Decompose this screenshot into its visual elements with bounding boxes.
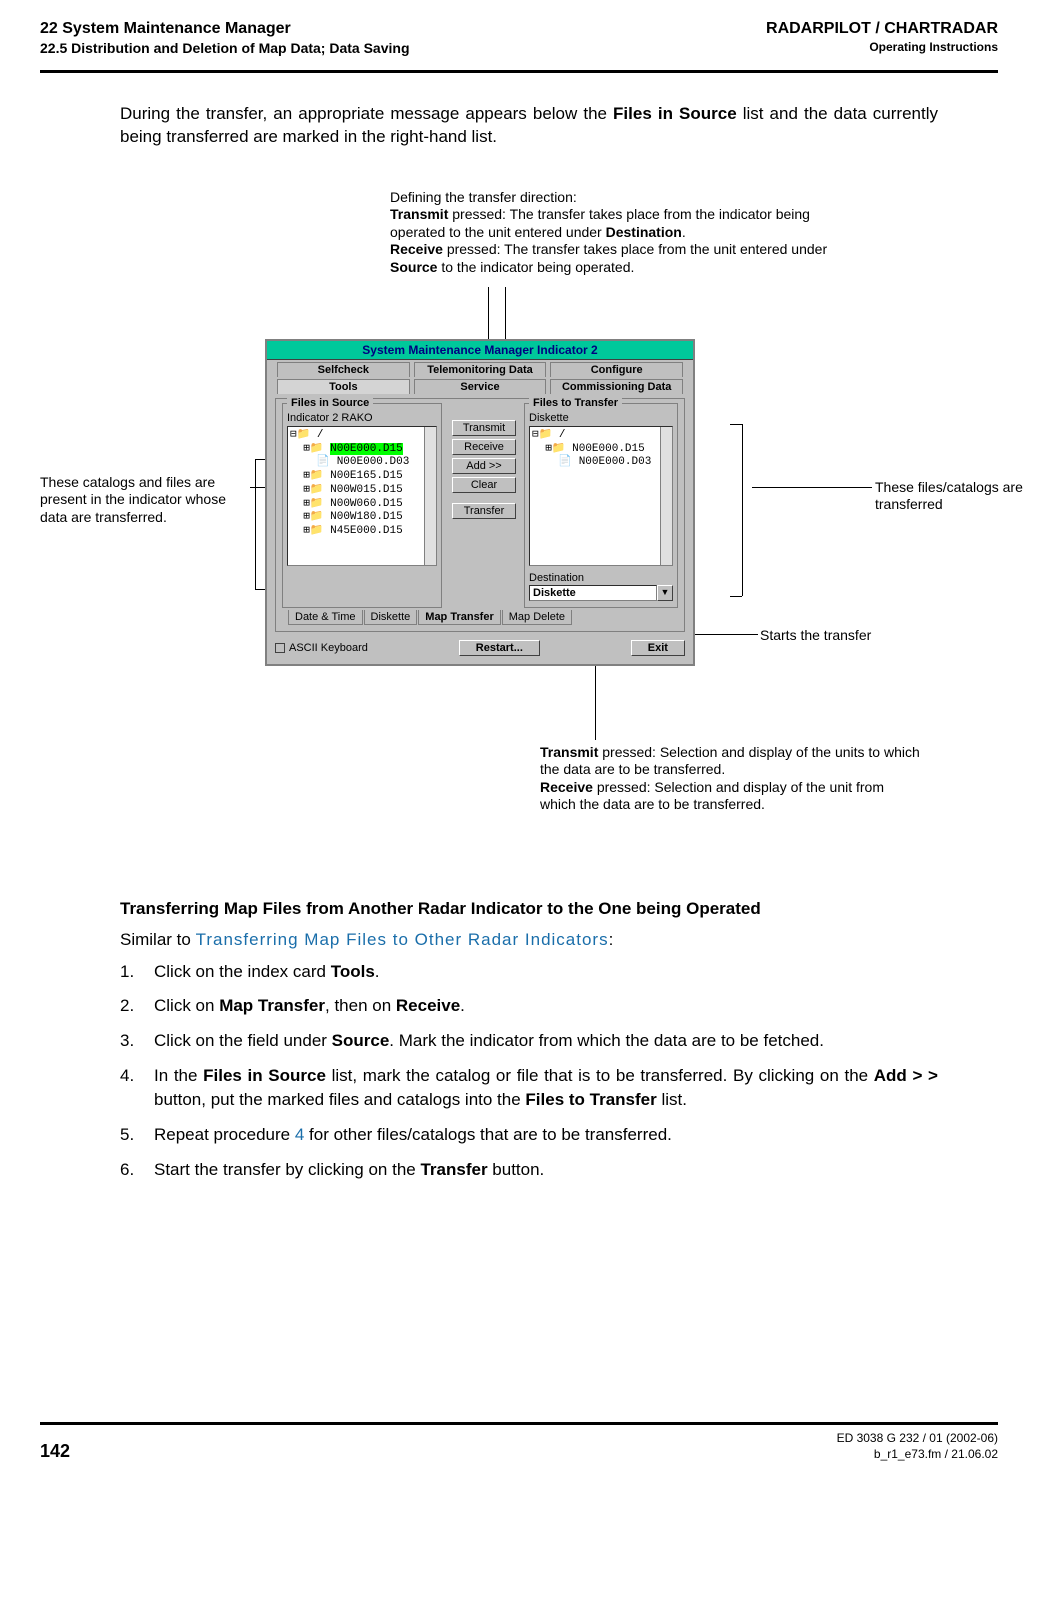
footer-doc-id: ED 3038 G 232 / 01 (2002-06) xyxy=(837,1431,998,1447)
destination-value: Diskette xyxy=(529,585,657,601)
tab-commissioning[interactable]: Commissioning Data xyxy=(550,379,683,394)
source-tree[interactable]: ⊟📁 / ⊞📁 N00E000.D15 📄 N00E000.D03 ⊞📁 N00… xyxy=(287,426,437,566)
section-heading: Transferring Map Files from Another Rada… xyxy=(120,899,938,919)
tree-item[interactable]: ⊞📁 N00E165.D15 xyxy=(290,470,434,484)
exit-button[interactable]: Exit xyxy=(631,640,685,656)
bottom-tab-diskette[interactable]: Diskette xyxy=(364,610,418,625)
tree-item[interactable]: 📄 N00E000.D03 xyxy=(532,456,670,470)
header-product: RADARPILOT / CHARTRADAR xyxy=(766,20,998,38)
tree-item[interactable]: ⊟📁 / xyxy=(290,429,434,443)
callout-right-transfer: Starts the transfer xyxy=(760,627,960,645)
add-button[interactable]: Add >> xyxy=(452,458,516,474)
footer-file: b_r1_e73.fm / 21.06.02 xyxy=(837,1447,998,1463)
header-doc-type: Operating Instructions xyxy=(766,40,998,54)
tab-selfcheck[interactable]: Selfcheck xyxy=(277,362,410,377)
files-in-source-group: Files in Source Indicator 2 RAKO ⊟📁 / ⊞📁… xyxy=(282,403,442,608)
restart-button[interactable]: Restart... xyxy=(459,640,540,656)
callout-bottom: Transmit pressed: Selection and display … xyxy=(540,744,920,814)
callout-top: Defining the transfer direction:Transmit… xyxy=(390,189,840,277)
indicator-label: Indicator 2 RAKO xyxy=(287,412,437,424)
cross-reference-link[interactable]: Transferring Map Files to Other Radar In… xyxy=(196,930,609,949)
diskette-label: Diskette xyxy=(529,412,673,424)
step: 1.Click on the index card Tools. xyxy=(120,960,938,985)
transfer-button[interactable]: Transfer xyxy=(452,503,516,519)
intro-paragraph: During the transfer, an appropriate mess… xyxy=(120,103,938,149)
chevron-down-icon[interactable]: ▼ xyxy=(657,585,673,601)
step: 2.Click on Map Transfer, then on Receive… xyxy=(120,994,938,1019)
tree-item[interactable]: ⊞📁 N00W180.D15 xyxy=(290,511,434,525)
scrollbar[interactable] xyxy=(424,427,436,565)
files-to-transfer-group: Files to Transfer Diskette ⊟📁 / ⊞📁 N00E0… xyxy=(524,403,678,608)
header-chapter: 22 System Maintenance Manager xyxy=(40,20,410,38)
header-section: 22.5 Distribution and Deletion of Map Da… xyxy=(40,40,410,56)
callout-right-files: These files/catalogs are transferred xyxy=(875,479,1035,514)
callout-left: These catalogs and files are present in … xyxy=(40,474,245,527)
clear-button[interactable]: Clear xyxy=(452,477,516,493)
bottom-tab-datetime[interactable]: Date & Time xyxy=(288,610,363,625)
tab-tools[interactable]: Tools xyxy=(277,379,410,394)
step: 4.In the Files in Source list, mark the … xyxy=(120,1064,938,1113)
tree-item[interactable]: 📄 N00E000.D03 xyxy=(290,456,434,470)
tree-item[interactable]: ⊞📁 N00E000.D15 xyxy=(290,443,434,457)
ascii-keyboard-label: ASCII Keyboard xyxy=(289,642,368,654)
transmit-button[interactable]: Transmit xyxy=(452,420,516,436)
tab-service[interactable]: Service xyxy=(414,379,547,394)
similar-paragraph: Similar to Transferring Map Files to Oth… xyxy=(120,929,938,952)
step: 5.Repeat procedure 4 for other files/cat… xyxy=(120,1123,938,1148)
files-to-transfer-legend: Files to Transfer xyxy=(529,397,622,409)
step: 6.Start the transfer by clicking on the … xyxy=(120,1158,938,1183)
ui-window: System Maintenance Manager Indicator 2 S… xyxy=(265,339,695,666)
tree-item[interactable]: ⊞📁 N00W015.D15 xyxy=(290,484,434,498)
bottom-tab-mapdelete[interactable]: Map Delete xyxy=(502,610,572,625)
button-column: Transmit Receive Add >> Clear Transfer xyxy=(448,403,518,608)
ascii-keyboard-toggle[interactable]: ASCII Keyboard xyxy=(275,642,368,654)
scrollbar[interactable] xyxy=(660,427,672,565)
page-number: 142 xyxy=(40,1441,70,1462)
window-title: System Maintenance Manager Indicator 2 xyxy=(267,341,693,360)
receive-button[interactable]: Receive xyxy=(452,439,516,455)
tree-item[interactable]: ⊟📁 / xyxy=(532,429,670,443)
tree-item[interactable]: ⊞📁 N45E000.D15 xyxy=(290,525,434,539)
tree-item[interactable]: ⊞📁 N00E000.D15 xyxy=(532,443,670,457)
bottom-tab-maptransfer[interactable]: Map Transfer xyxy=(418,610,500,625)
tree-item[interactable]: ⊞📁 N00W060.D15 xyxy=(290,498,434,512)
checkbox-icon xyxy=(275,643,285,653)
tab-configure[interactable]: Configure xyxy=(550,362,683,377)
step: 3.Click on the field under Source. Mark … xyxy=(120,1029,938,1054)
figure-region: Defining the transfer direction:Transmit… xyxy=(40,189,998,869)
destination-label: Destination xyxy=(529,572,673,584)
destination-dropdown[interactable]: Diskette ▼ xyxy=(529,585,673,601)
tab-telemonitoring[interactable]: Telemonitoring Data xyxy=(414,362,547,377)
step-list: 1.Click on the index card Tools. 2.Click … xyxy=(120,960,938,1182)
transfer-tree[interactable]: ⊟📁 / ⊞📁 N00E000.D15 📄 N00E000.D03 xyxy=(529,426,673,566)
files-in-source-legend: Files in Source xyxy=(287,397,373,409)
